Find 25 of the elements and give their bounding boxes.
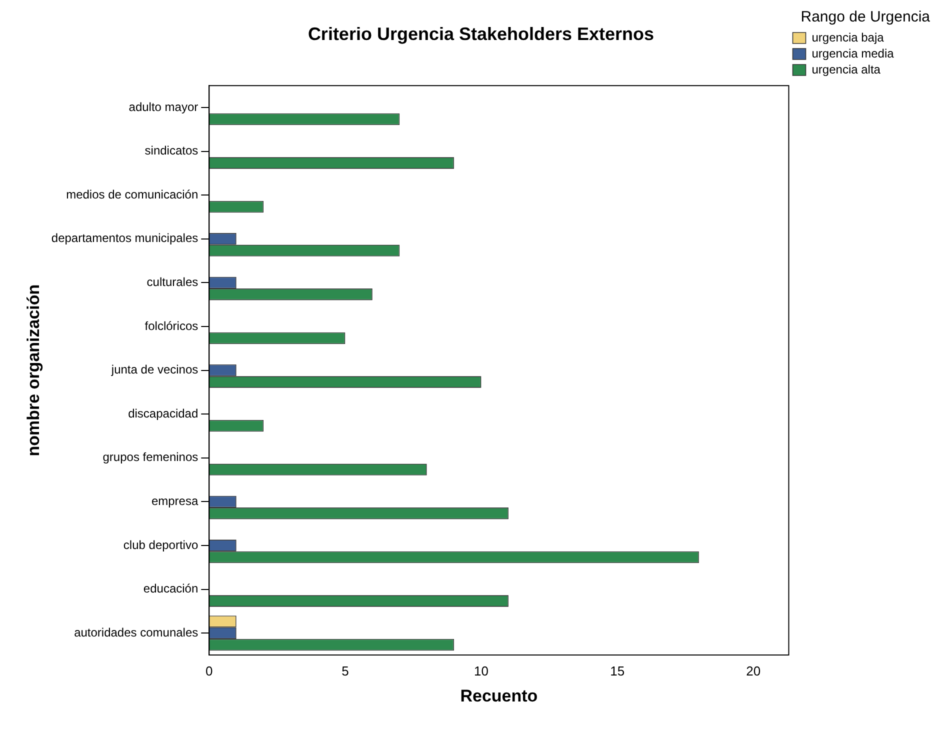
- legend-title: Rango de Urgencia: [800, 8, 931, 26]
- y-tick-label: junta de vecinos: [110, 362, 198, 377]
- x-tick-label: 15: [610, 663, 625, 678]
- x-tick-label: 20: [746, 663, 761, 678]
- y-tick-label: sindicatos: [144, 144, 198, 158]
- legend-label: urgencia media: [812, 46, 894, 60]
- y-axis-title: nombre organización: [24, 284, 43, 456]
- y-tick-label: medios de comunicación: [66, 187, 198, 202]
- y-tick-label: educación: [143, 582, 198, 596]
- y-tick-label: autoridades comunales: [74, 625, 198, 640]
- chart-title: Criterio Urgencia Stakeholders Externos: [308, 24, 654, 44]
- x-tick-label: 5: [342, 663, 349, 678]
- y-tick-label: empresa: [151, 494, 198, 508]
- legend-label: urgencia baja: [812, 30, 884, 44]
- y-tick-label: adulto mayor: [128, 100, 198, 114]
- y-tick-label: discapacidad: [128, 406, 198, 420]
- y-tick-label: club deportivo: [123, 538, 198, 552]
- y-tick-label: grupos femeninos: [102, 450, 198, 464]
- y-tick-label: departamentos municipales: [51, 231, 198, 246]
- x-axis-title: Recuento: [460, 686, 538, 706]
- x-tick-label: 0: [206, 663, 213, 678]
- y-tick-label: folclóricos: [144, 318, 198, 333]
- legend-label: urgencia alta: [812, 62, 881, 76]
- y-tick-label: culturales: [146, 275, 198, 290]
- x-tick-label: 10: [474, 663, 488, 678]
